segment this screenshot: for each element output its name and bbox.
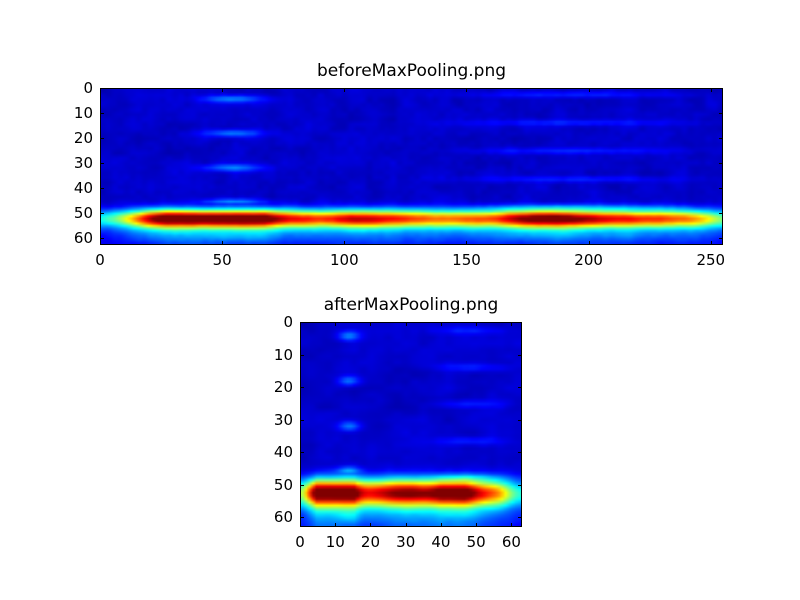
- x-tick-mark: [222, 88, 224, 92]
- y-tick-mark: [518, 452, 522, 454]
- y-tick-mark: [300, 419, 304, 421]
- y-tick-label: 10: [73, 103, 93, 122]
- y-tick-mark: [100, 112, 104, 114]
- x-tick-label: 40: [431, 533, 451, 551]
- x-tick-label: 60: [501, 533, 521, 551]
- x-tick-label: 10: [325, 533, 345, 551]
- y-tick-mark: [518, 517, 522, 519]
- y-tick-label: 40: [273, 443, 293, 462]
- x-tick-mark: [440, 523, 442, 527]
- y-tick-mark: [719, 187, 723, 189]
- y-tick-mark: [518, 484, 522, 486]
- y-tick-mark: [719, 88, 723, 89]
- x-tick-mark: [710, 241, 712, 245]
- y-tick-mark: [100, 88, 104, 89]
- y-tick-mark: [719, 237, 723, 239]
- x-tick-label: 0: [95, 251, 105, 269]
- x-tick-mark: [588, 241, 590, 245]
- y-tick-label: 10: [273, 345, 293, 364]
- y-tick-label: 20: [73, 128, 93, 147]
- heatmap-image-before: [100, 88, 723, 245]
- y-tick-mark: [100, 212, 104, 214]
- y-tick-label: 50: [73, 203, 93, 222]
- x-tick-mark: [476, 523, 478, 527]
- y-tick-mark: [719, 212, 723, 214]
- y-tick-mark: [100, 162, 104, 164]
- y-tick-mark: [719, 137, 723, 139]
- y-tick-mark: [719, 162, 723, 164]
- y-tick-mark: [300, 354, 304, 356]
- y-tick-mark: [518, 419, 522, 421]
- y-tick-mark: [518, 387, 522, 389]
- y-tick-mark: [518, 322, 522, 323]
- x-tick-label: 30: [396, 533, 416, 551]
- y-tick-label: 20: [273, 378, 293, 397]
- heatmap-canvas-before: [101, 89, 722, 244]
- y-tick-mark: [518, 354, 522, 356]
- x-tick-label: 100: [329, 251, 359, 269]
- axes-before-maxpooling: beforeMaxPooling.png 0 50 100 150 200 250 0 10 2…: [74, 61, 725, 269]
- x-tick-mark: [335, 322, 337, 326]
- x-tick-label: 0: [295, 533, 305, 551]
- x-tick-label: 250: [696, 251, 726, 269]
- heatmap-image-after: [300, 322, 522, 527]
- y-tick-mark: [719, 112, 723, 114]
- y-tick-label: 60: [273, 508, 293, 527]
- x-tick-label: 20: [360, 533, 381, 551]
- x-tick-mark: [476, 322, 478, 326]
- axes-title-before: beforeMaxPooling.png: [316, 61, 507, 81]
- y-tick-mark: [300, 452, 304, 454]
- x-tick-label: 50: [466, 533, 486, 551]
- x-tick-mark: [405, 523, 407, 527]
- x-tick-mark: [440, 322, 442, 326]
- y-tick-label: 30: [73, 153, 93, 172]
- axes-after-maxpooling: afterMaxPooling.png 0 10 20 30 40 50 60 0 10 20 30…: [274, 295, 522, 551]
- y-tick-mark: [100, 137, 104, 139]
- x-tick-mark: [511, 523, 513, 527]
- y-tick-mark: [300, 387, 304, 389]
- x-tick-mark: [370, 523, 372, 527]
- x-tick-mark: [405, 322, 407, 326]
- y-tick-mark: [300, 484, 304, 486]
- x-tick-mark: [335, 523, 337, 527]
- x-tick-mark: [466, 88, 468, 92]
- y-tick-label: 50: [273, 475, 293, 494]
- x-tick-mark: [370, 322, 372, 326]
- x-tick-mark: [100, 88, 101, 92]
- y-tick-label: 40: [73, 178, 93, 197]
- x-tick-mark: [300, 523, 301, 527]
- y-tick-mark: [300, 517, 304, 519]
- x-tick-label: 200: [574, 251, 603, 269]
- y-tick-mark: [100, 187, 104, 189]
- x-tick-mark: [344, 241, 346, 245]
- y-tick-label: 0: [283, 313, 293, 331]
- x-tick-mark: [300, 322, 301, 326]
- y-tick-mark: [100, 237, 104, 239]
- x-tick-mark: [466, 241, 468, 245]
- x-tick-mark: [511, 322, 513, 326]
- x-tick-label: 150: [452, 251, 481, 269]
- y-tick-mark: [300, 322, 304, 323]
- axes-title-after: afterMaxPooling.png: [323, 295, 499, 315]
- x-tick-mark: [588, 88, 590, 92]
- x-tick-label: 50: [212, 251, 232, 269]
- y-tick-label: 0: [83, 79, 93, 97]
- y-tick-label: 30: [273, 410, 293, 429]
- x-tick-mark: [344, 88, 346, 92]
- x-tick-mark: [222, 241, 224, 245]
- x-tick-mark: [710, 88, 712, 92]
- x-tick-mark: [100, 241, 101, 245]
- heatmap-canvas-after: [301, 323, 521, 526]
- y-tick-label: 60: [73, 228, 93, 247]
